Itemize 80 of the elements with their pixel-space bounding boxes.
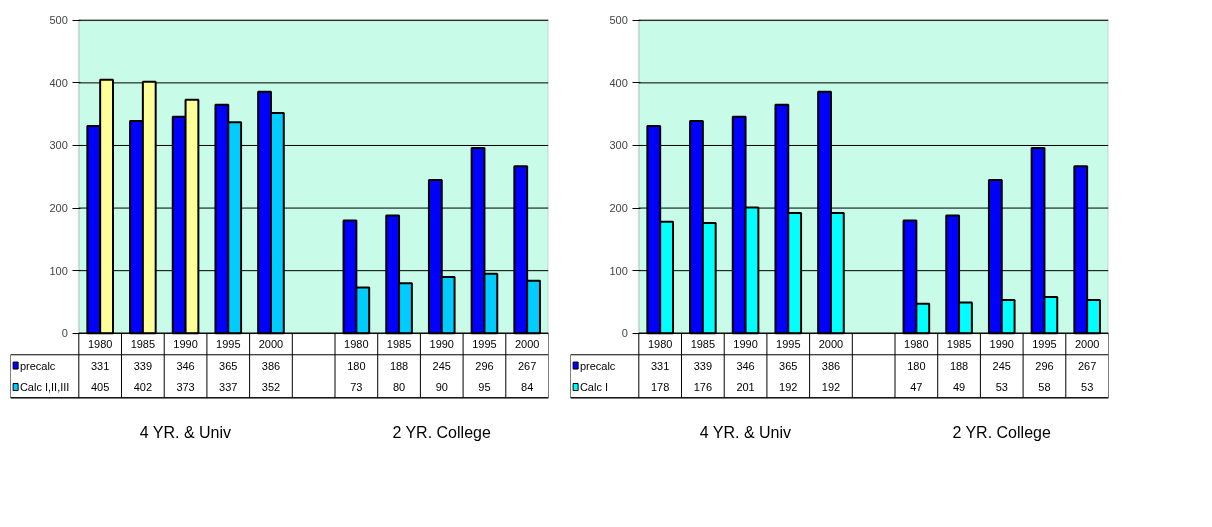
data-label: 296 — [475, 359, 494, 372]
data-label: 180 — [347, 359, 366, 372]
text: 4 YR. & Univ — [699, 423, 792, 441]
data-label: 267 — [1077, 359, 1097, 372]
data-label: 73 — [350, 381, 363, 394]
data-label: 373 — [176, 381, 195, 394]
data-label: 405 — [90, 381, 110, 394]
data-label: 58 — [1038, 381, 1051, 394]
x-tick-label: 1990 — [429, 338, 454, 351]
data-label: 84 — [521, 381, 534, 394]
data-label: 331 — [650, 359, 670, 372]
data-label: 339 — [133, 359, 153, 372]
x-tick-label: 1990 — [989, 338, 1014, 351]
x-tick-label: 1980 — [344, 338, 369, 351]
x-tick-label: 2000 — [258, 338, 284, 351]
y-tick-label: 300 — [49, 139, 68, 152]
data-label: 267 — [517, 359, 537, 372]
y-tick-label: 500 — [609, 14, 628, 27]
data-label: 402 — [133, 381, 153, 394]
data-label: 90 — [435, 381, 448, 394]
x-tick-label: 1980 — [904, 338, 929, 351]
data-label: 178 — [650, 381, 670, 394]
data-label: 188 — [389, 359, 409, 372]
data-label: 53 — [1081, 381, 1094, 394]
data-label: 346 — [736, 359, 755, 372]
y-tick-label: 500 — [49, 14, 68, 27]
data-label: 346 — [176, 359, 195, 372]
x-tick-label: 1985 — [690, 338, 716, 351]
x-tick-label: 1990 — [173, 338, 198, 351]
x-tick-label: 1985 — [386, 338, 412, 351]
x-tick-label: 2000 — [1074, 338, 1100, 351]
data-label: 80 — [392, 381, 406, 394]
data-label: 331 — [90, 359, 110, 372]
data-label: 245 — [992, 359, 1011, 372]
data-label: 386 — [821, 359, 841, 372]
data-label: 95 — [478, 381, 491, 394]
legend-label: precalc — [19, 359, 56, 372]
data-label: 180 — [907, 359, 926, 372]
y-tick-label: 300 — [609, 139, 628, 152]
data-label: 188 — [949, 359, 969, 372]
x-tick-label: 2000 — [514, 338, 540, 351]
x-tick-label: 1980 — [647, 338, 673, 351]
data-label: 365 — [219, 359, 238, 372]
y-tick-label: 0 — [621, 327, 628, 340]
y-tick-label: 100 — [49, 264, 68, 277]
x-tick-label: 1995 — [216, 338, 241, 351]
data-label: 201 — [736, 381, 755, 394]
text: 2 YR. College — [952, 423, 1051, 441]
data-label: 192 — [821, 381, 841, 394]
legend-label: Calc I — [579, 381, 609, 394]
x-tick-label: 1995 — [1032, 338, 1057, 351]
data-label: 337 — [219, 381, 238, 394]
data-label: 47 — [910, 381, 923, 394]
data-label: 53 — [995, 381, 1008, 394]
text: 4 YR. & Univ — [139, 423, 232, 441]
data-label: 386 — [261, 359, 281, 372]
y-tick-label: 400 — [49, 76, 68, 89]
x-tick-label: 1980 — [87, 338, 113, 351]
data-label: 49 — [952, 381, 966, 394]
x-tick-label: 2000 — [818, 338, 844, 351]
legend-label: precalc — [579, 359, 616, 372]
x-tick-label: 1985 — [130, 338, 156, 351]
x-tick-label: 1995 — [776, 338, 801, 351]
y-tick-label: 100 — [609, 264, 628, 277]
x-tick-label: 1995 — [472, 338, 497, 351]
y-tick-label: 0 — [61, 327, 68, 340]
y-tick-label: 200 — [609, 202, 628, 215]
x-tick-label: 1990 — [733, 338, 758, 351]
x-tick-label: 1985 — [946, 338, 972, 351]
data-label: 365 — [779, 359, 798, 372]
y-tick-label: 200 — [49, 202, 68, 215]
data-label: 245 — [432, 359, 451, 372]
text: 2 YR. College — [392, 423, 491, 441]
legend-label: Calc I,II,III — [19, 381, 70, 394]
data-label: 352 — [261, 381, 281, 394]
data-label: 296 — [1035, 359, 1054, 372]
data-label: 339 — [693, 359, 713, 372]
data-label: 192 — [779, 381, 798, 394]
y-tick-label: 400 — [609, 76, 628, 89]
data-label: 176 — [693, 381, 713, 394]
